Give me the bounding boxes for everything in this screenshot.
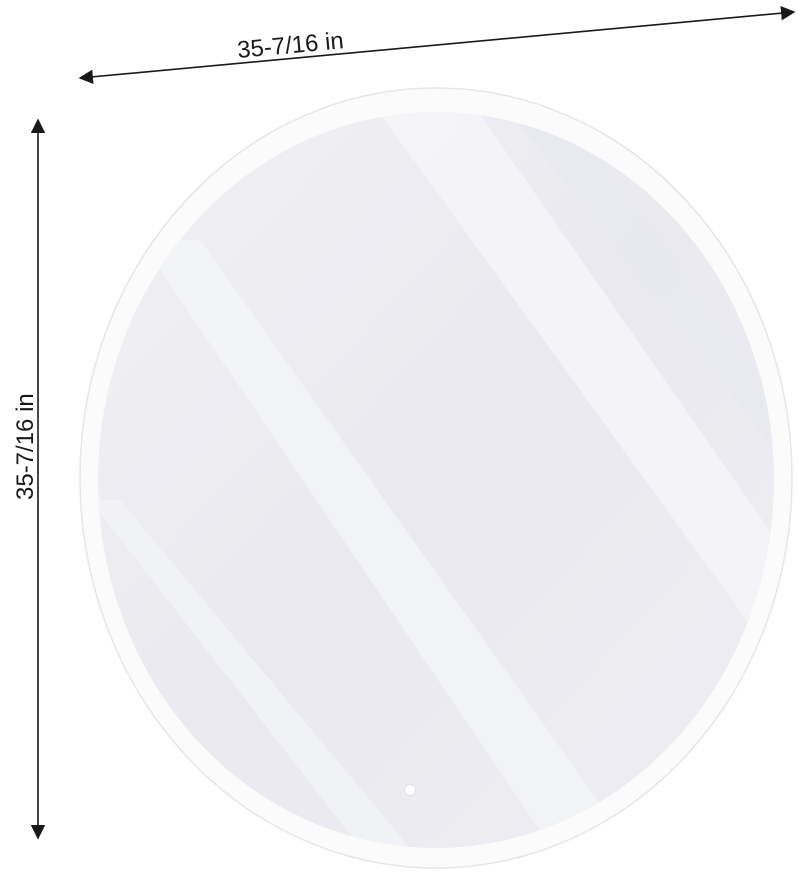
width-dimension-arrow <box>78 6 796 84</box>
reflection-streaks <box>98 112 774 848</box>
touch-sensor-icon[interactable] <box>404 784 416 796</box>
width-dimension-label: 35-7/16 in <box>236 27 345 64</box>
height-dimension-label: 35-7/16 in <box>12 393 39 500</box>
